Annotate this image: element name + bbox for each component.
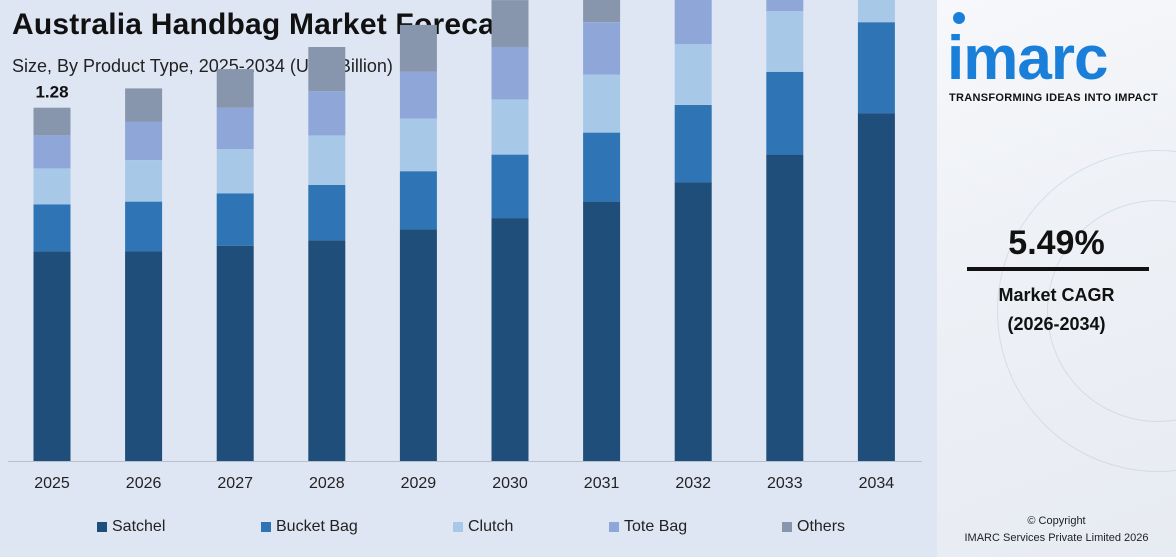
bar-segment-tote-bag-2032 <box>674 0 712 45</box>
bar-segment-satchel-2027 <box>216 245 254 461</box>
x-tick-label-2029: 2029 <box>401 475 437 492</box>
legend-label: Tote Bag <box>624 518 688 535</box>
legend-swatch <box>97 522 107 532</box>
bar-segment-satchel-2028 <box>308 240 346 461</box>
bar-segment-satchel-2026 <box>125 251 163 461</box>
bar-segment-clutch-2028 <box>308 135 346 185</box>
x-tick-label-2033: 2033 <box>767 475 803 492</box>
x-tick-label-2025: 2025 <box>34 475 70 492</box>
bar-segment-tote-bag-2027 <box>216 107 254 150</box>
bar-segment-bucket-bag-2026 <box>125 201 163 252</box>
legend-item-bucket-bag: Bucket Bag <box>261 518 358 536</box>
bar-segment-bucket-bag-2028 <box>308 185 346 241</box>
copyright-notice: © Copyright <box>1027 515 1086 527</box>
x-tick-label-2030: 2030 <box>492 475 528 492</box>
x-tick-label-2032: 2032 <box>675 475 711 492</box>
bar-segment-others-2030 <box>491 0 529 48</box>
bar-segment-others-2031 <box>583 0 621 23</box>
cagr-divider <box>967 267 1149 271</box>
legend-item-satchel: Satchel <box>97 518 165 536</box>
stacked-bar-chart: 2025 1.28 2026 2027 2028 2029 2030 2031 2032 2033… <box>8 0 922 492</box>
bar-segment-satchel-2033 <box>766 154 804 461</box>
legend-label: Satchel <box>112 518 166 535</box>
bar-segment-clutch-2026 <box>125 160 163 202</box>
bar-segment-tote-bag-2025 <box>33 135 71 169</box>
bar-segment-clutch-2030 <box>491 99 529 155</box>
bar-segment-bucket-bag-2034 <box>857 22 895 114</box>
x-tick-label-2027: 2027 <box>217 475 253 492</box>
bar-segment-clutch-2032 <box>674 44 712 105</box>
bar-segment-satchel-2025 <box>33 251 71 461</box>
x-tick-label-2028: 2028 <box>309 475 345 492</box>
bar-segment-satchel-2030 <box>491 218 529 461</box>
legend-item-others: Others <box>782 518 845 536</box>
bar-segment-clutch-2025 <box>33 168 71 205</box>
bar-segment-bucket-bag-2032 <box>674 105 712 183</box>
bar-segment-satchel-2029 <box>399 229 437 461</box>
bar-segment-clutch-2033 <box>766 11 804 72</box>
bar-segment-tote-bag-2030 <box>491 47 529 100</box>
legend-swatch <box>261 522 271 532</box>
bar-segment-bucket-bag-2031 <box>583 132 621 202</box>
bar-segment-others-2028 <box>308 47 346 92</box>
bar-segment-bucket-bag-2027 <box>216 193 254 246</box>
legend-label: Clutch <box>468 518 514 535</box>
brand-logo: imarc TRANSFORMING IDEAS INTO IMPACT <box>947 10 1172 110</box>
chart-subtitle: Size, By Product Type, 2025-2034 (USD Bi… <box>12 56 393 76</box>
cagr-label: Market CAGR <box>998 285 1115 305</box>
bar-segment-tote-bag-2028 <box>308 91 346 136</box>
logo-dot-icon <box>953 12 965 24</box>
legend-item-tote-bag: Tote Bag <box>609 518 687 536</box>
logo-tagline: TRANSFORMING IDEAS INTO IMPACT <box>949 92 1159 104</box>
bar-segment-others-2029 <box>399 24 437 72</box>
bar-segment-others-2025 <box>33 107 71 136</box>
bar-segment-tote-bag-2029 <box>399 71 437 119</box>
legend-label: Others <box>797 518 846 535</box>
legend-swatch <box>609 522 619 532</box>
bar-segment-satchel-2034 <box>857 113 895 461</box>
bar-segment-clutch-2029 <box>399 118 437 172</box>
legend-label: Bucket Bag <box>276 518 358 535</box>
bar-segment-bucket-bag-2033 <box>766 71 804 155</box>
bar-segment-others-2027 <box>216 69 254 108</box>
x-tick-label-2026: 2026 <box>126 475 162 492</box>
bar-segment-bucket-bag-2030 <box>491 154 529 219</box>
bar-segment-satchel-2032 <box>674 182 712 461</box>
bar-segment-bucket-bag-2025 <box>33 204 71 252</box>
x-tick-label-2031: 2031 <box>584 475 620 492</box>
cagr-value: 5.49% <box>1008 224 1105 262</box>
side-panel: imarc TRANSFORMING IDEAS INTO IMPACT 5.4… <box>937 0 1176 557</box>
cagr-period: (2026-2034) <box>1007 314 1106 334</box>
chart-panel: Australia Handbag Market Forecast Size, … <box>0 0 937 557</box>
bar-segment-clutch-2031 <box>583 74 621 133</box>
bar-segment-satchel-2031 <box>583 201 621 461</box>
bar-segment-tote-bag-2026 <box>125 121 163 161</box>
chart-legend: Satchel Bucket Bag Clutch Tote Bag Others <box>0 518 937 540</box>
logo-wordmark: imarc <box>947 24 1108 93</box>
legend-item-clutch: Clutch <box>453 518 513 536</box>
copyright-company: IMARC Services Private Limited 2026 <box>964 532 1149 544</box>
bar-segment-clutch-2027 <box>216 149 254 194</box>
total-label-2025: 1.28 <box>35 83 68 102</box>
chart-title: Australia Handbag Market Forecast <box>12 8 523 41</box>
legend-swatch <box>782 522 792 532</box>
bar-segment-clutch-2034 <box>857 0 895 23</box>
bar-segment-bucket-bag-2029 <box>399 171 437 230</box>
bar-segment-tote-bag-2031 <box>583 22 621 75</box>
bar-segment-tote-bag-2033 <box>766 0 804 12</box>
bar-segment-others-2026 <box>125 88 163 122</box>
legend-swatch <box>453 522 463 532</box>
x-tick-label-2034: 2034 <box>859 475 895 492</box>
